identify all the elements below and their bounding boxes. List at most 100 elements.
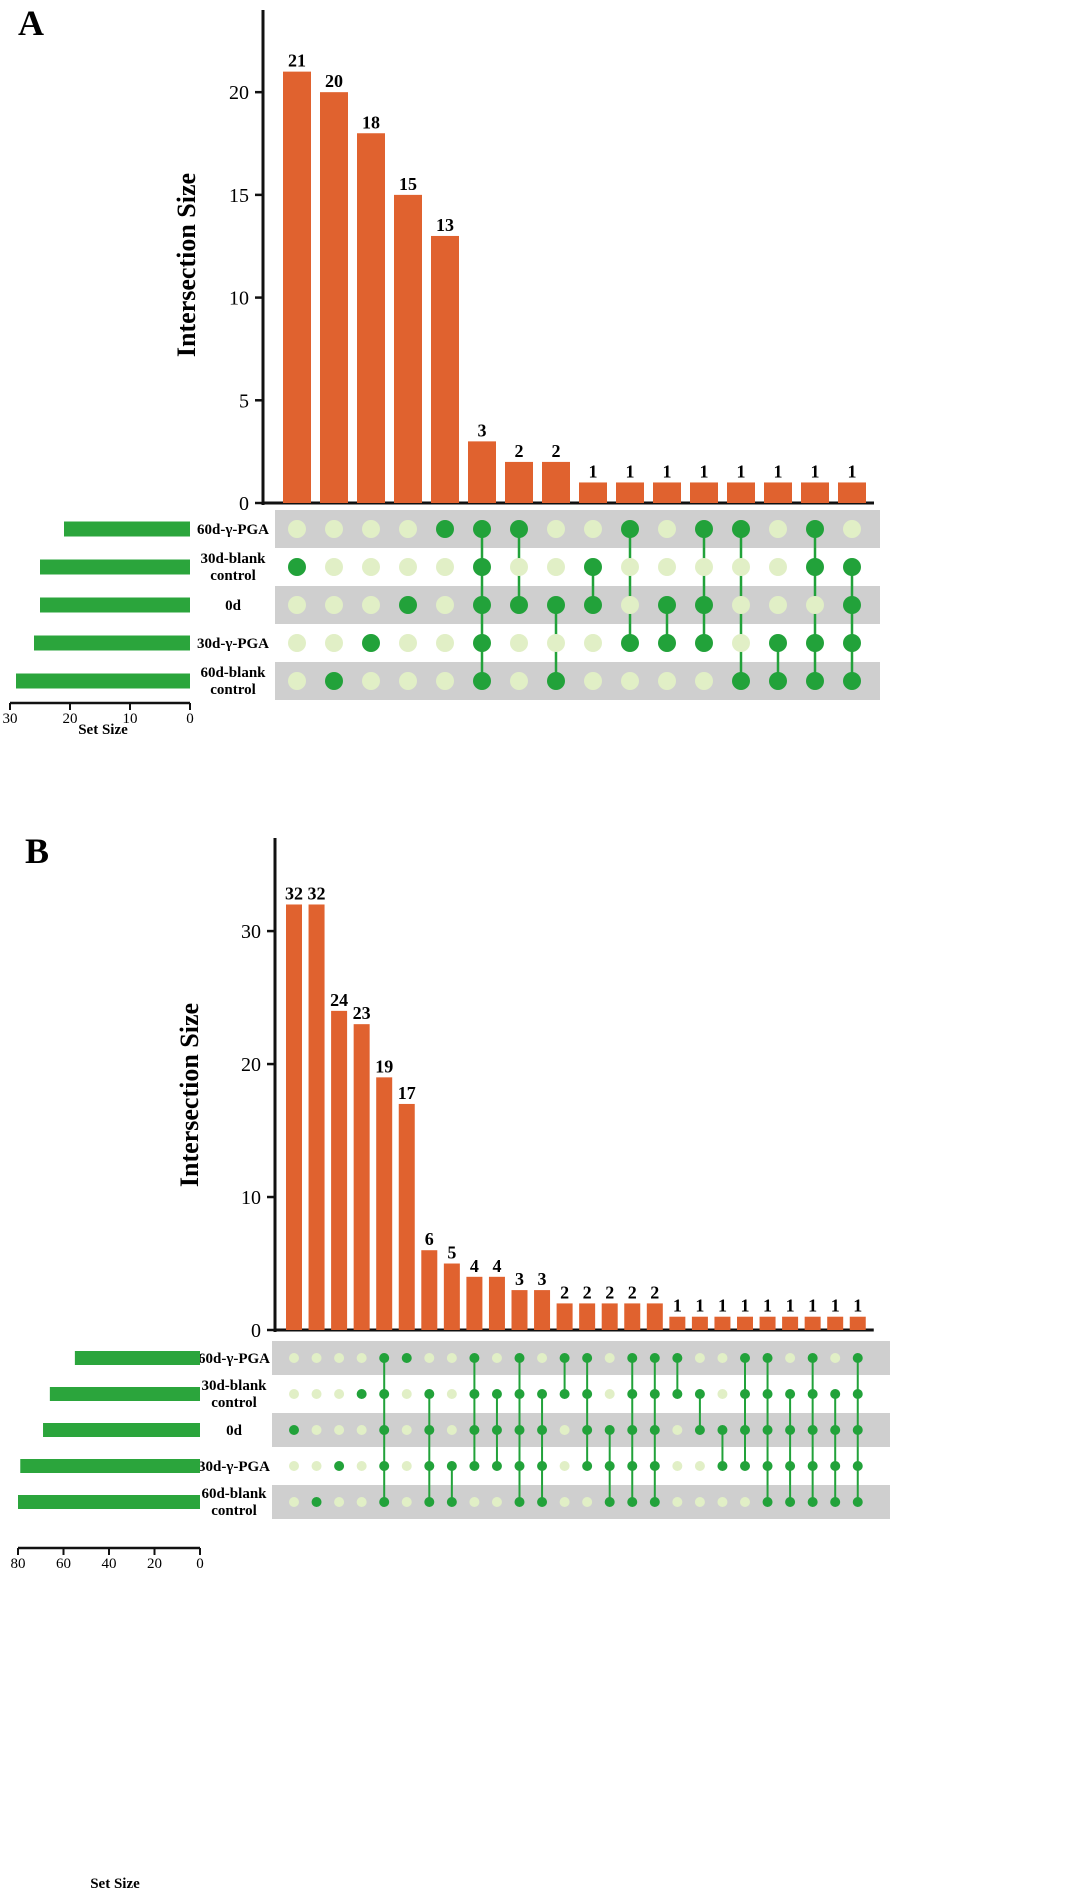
- set-label-line: 30d-blank: [200, 551, 266, 567]
- matrix-dot-filled: [762, 1497, 773, 1507]
- bar-value-label: 19: [375, 1056, 393, 1076]
- bar-value-label: 1: [700, 461, 709, 481]
- matrix-dot-filled: [582, 1389, 593, 1399]
- matrix-dot-filled: [830, 1425, 841, 1435]
- matrix-dot-empty: [289, 1497, 299, 1507]
- bar-value-label: 1: [663, 461, 672, 481]
- bar-value-label: 6: [425, 1229, 434, 1249]
- set-size-tick-label: 60: [56, 1556, 71, 1572]
- matrix-dot-empty: [695, 558, 713, 576]
- intersection-bar: [782, 1316, 799, 1330]
- matrix-dot-filled: [806, 558, 824, 576]
- panel-letter: A: [18, 3, 44, 43]
- bar-value-label: 1: [848, 461, 857, 481]
- set-size-bar: [74, 1351, 200, 1365]
- matrix-dot-filled: [830, 1389, 841, 1399]
- set-size-tick-label: 10: [123, 711, 138, 727]
- intersection-bar: [283, 71, 311, 503]
- bar-value-label: 1: [831, 1296, 840, 1316]
- matrix-dot-empty: [436, 558, 454, 576]
- matrix-dot-empty: [510, 558, 528, 576]
- set-size-tick-label: 80: [11, 1556, 26, 1572]
- matrix-dot-filled: [469, 1389, 480, 1399]
- matrix-dot-filled: [852, 1497, 863, 1507]
- set-size-bar: [16, 673, 190, 689]
- matrix-dot-empty: [399, 558, 417, 576]
- matrix-dot-filled: [514, 1425, 525, 1435]
- matrix-dot-filled: [621, 634, 639, 652]
- bar-value-label: 21: [288, 51, 306, 71]
- bar-value-label: 1: [811, 461, 820, 481]
- intersection-bar: [838, 482, 866, 503]
- bar-value-label: 3: [515, 1269, 524, 1289]
- matrix-dot-filled: [537, 1497, 548, 1507]
- bar-value-label: 2: [552, 441, 561, 461]
- matrix-dot-empty: [695, 672, 713, 690]
- matrix-dot-empty: [559, 1461, 570, 1471]
- intersection-bar: [579, 1303, 596, 1330]
- matrix-dot-empty: [740, 1497, 750, 1507]
- set-size-bar: [40, 597, 190, 613]
- matrix-dot-filled: [762, 1425, 773, 1435]
- bar-value-label: 20: [325, 71, 343, 91]
- matrix-dot-filled: [491, 1425, 502, 1435]
- matrix-dot-empty: [325, 520, 343, 538]
- intersection-bar: [286, 904, 302, 1330]
- matrix-dot-empty: [401, 1497, 412, 1507]
- matrix-dot-empty: [311, 1389, 322, 1399]
- matrix-dot-empty: [325, 596, 343, 614]
- bar-value-label: 5: [447, 1243, 456, 1263]
- matrix-dot-empty: [769, 520, 787, 538]
- matrix-dot-filled: [807, 1389, 818, 1399]
- matrix-dot-filled: [537, 1461, 548, 1471]
- set-size-bar: [49, 1387, 200, 1401]
- matrix-dot-empty: [694, 1497, 705, 1507]
- matrix-dot-filled: [424, 1389, 435, 1399]
- matrix-dot-filled: [582, 1425, 593, 1435]
- matrix-dot-filled: [852, 1389, 863, 1399]
- bar-value-label: 2: [628, 1282, 637, 1302]
- matrix-dot-filled: [672, 1353, 683, 1363]
- matrix-dot-filled: [514, 1389, 525, 1399]
- set-size-tick-label: 40: [102, 1556, 117, 1572]
- set-label: 30d-γ-PGA: [197, 636, 269, 652]
- intersection-bar: [421, 1250, 438, 1330]
- bar-value-label: 1: [673, 1296, 682, 1316]
- matrix-dot-filled: [399, 596, 417, 614]
- matrix-dot-empty: [547, 520, 565, 538]
- set-size-tick-label: 20: [63, 711, 78, 727]
- matrix-dot-empty: [362, 558, 380, 576]
- matrix-dot-empty: [717, 1353, 728, 1363]
- matrix-dot-empty: [806, 596, 824, 614]
- matrix-dot-empty: [356, 1461, 367, 1471]
- matrix-dot-empty: [334, 1389, 345, 1399]
- matrix-dot-filled: [584, 596, 602, 614]
- matrix-dot-filled: [582, 1461, 593, 1471]
- bar-value-label: 2: [605, 1282, 614, 1302]
- matrix-dot-empty: [288, 634, 306, 652]
- matrix-dot-filled: [649, 1425, 660, 1435]
- matrix-dot-empty: [584, 634, 602, 652]
- matrix-dot-filled: [852, 1353, 863, 1363]
- matrix-dot-filled: [473, 520, 491, 538]
- matrix-dot-empty: [604, 1353, 615, 1363]
- bar-value-label: 3: [478, 420, 487, 440]
- set-size-bar: [18, 1495, 200, 1509]
- bar-value-label: 1: [774, 461, 783, 481]
- matrix-dot-empty: [356, 1497, 367, 1507]
- matrix-dot-empty: [510, 634, 528, 652]
- matrix-dot-filled: [582, 1353, 593, 1363]
- matrix-dot-filled: [547, 672, 565, 690]
- intersection-bar: [804, 1316, 821, 1330]
- set-label-line: control: [211, 1503, 257, 1519]
- matrix-dot-empty: [717, 1497, 728, 1507]
- matrix-dot-empty: [311, 1425, 322, 1435]
- set-size-bar: [43, 1423, 201, 1437]
- intersection-bar: [737, 1316, 753, 1330]
- bar-value-label: 2: [650, 1282, 659, 1302]
- bar-value-label: 15: [399, 174, 417, 194]
- matrix-dot-filled: [514, 1497, 525, 1507]
- matrix-dot-empty: [582, 1497, 593, 1507]
